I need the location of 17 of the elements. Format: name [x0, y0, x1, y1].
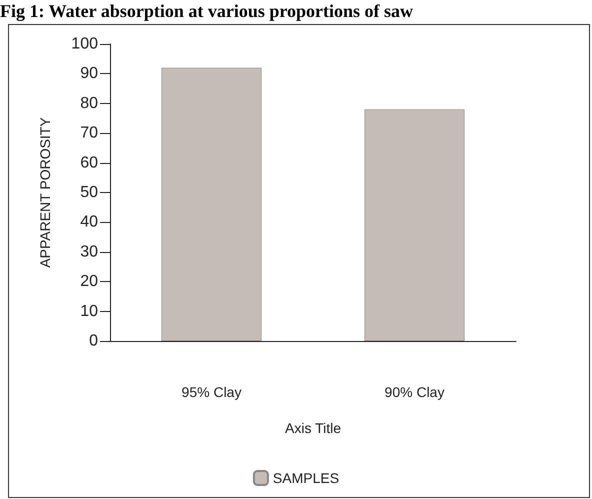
- y-axis-title: APPARENT POROSITY: [37, 116, 53, 268]
- y-tick-label: 60: [80, 154, 98, 172]
- y-tick-label: 70: [80, 124, 98, 142]
- y-tick-label: 80: [80, 94, 98, 112]
- y-tick-label: 20: [80, 273, 98, 290]
- y-tick-label: 50: [80, 184, 98, 201]
- chart-title: Fig 1: Water absorption at various proportions of saw: [0, 0, 414, 22]
- x-axis-title: Axis Title: [284, 420, 342, 436]
- y-tick-label: 30: [80, 243, 98, 260]
- y-tick-label: 90: [80, 65, 98, 82]
- y-tick-label: 100: [71, 36, 98, 52]
- y-tick-label: 0: [89, 332, 98, 350]
- legend-label: SAMPLES: [272, 470, 340, 486]
- x-tick-label: 95% Clay: [182, 384, 242, 400]
- x-tick-label: 90% Clay: [384, 384, 444, 400]
- y-tick-label: 10: [80, 302, 98, 320]
- y-tick-label: 40: [80, 214, 98, 231]
